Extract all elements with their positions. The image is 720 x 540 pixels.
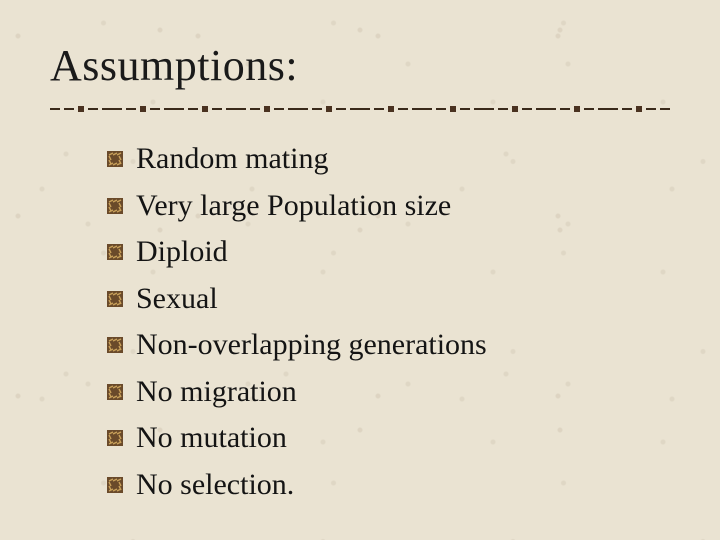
list-item-text: Very large Population size [136, 186, 451, 227]
stitched-square-icon [106, 429, 124, 447]
list-item: Diploid [106, 232, 670, 273]
list-item: No migration [106, 372, 670, 413]
slide-title: Assumptions: [50, 40, 670, 91]
list-item-text: Sexual [136, 279, 218, 320]
list-item-text: No mutation [136, 418, 287, 459]
bullet-list: Random mating Very large Population size [50, 139, 670, 505]
list-item: Very large Population size [106, 186, 670, 227]
list-item-text: Diploid [136, 232, 228, 273]
stitched-square-icon [106, 197, 124, 215]
list-item: Random mating [106, 139, 670, 180]
list-item: Non-overlapping generations [106, 325, 670, 366]
stitched-square-icon [106, 290, 124, 308]
stitched-square-icon [106, 383, 124, 401]
stitched-square-icon [106, 150, 124, 168]
divider-pattern-icon [50, 105, 670, 113]
list-item: No mutation [106, 418, 670, 459]
stitched-square-icon [106, 243, 124, 261]
list-item-text: Non-overlapping generations [136, 325, 487, 366]
list-item-text: Random mating [136, 139, 328, 180]
list-item: No selection. [106, 465, 670, 506]
list-item-text: No selection. [136, 465, 294, 506]
stitched-square-icon [106, 476, 124, 494]
stitched-square-icon [106, 336, 124, 354]
list-item-text: No migration [136, 372, 297, 413]
slide: Assumptions: [0, 0, 720, 540]
title-divider [50, 105, 670, 113]
list-item: Sexual [106, 279, 670, 320]
